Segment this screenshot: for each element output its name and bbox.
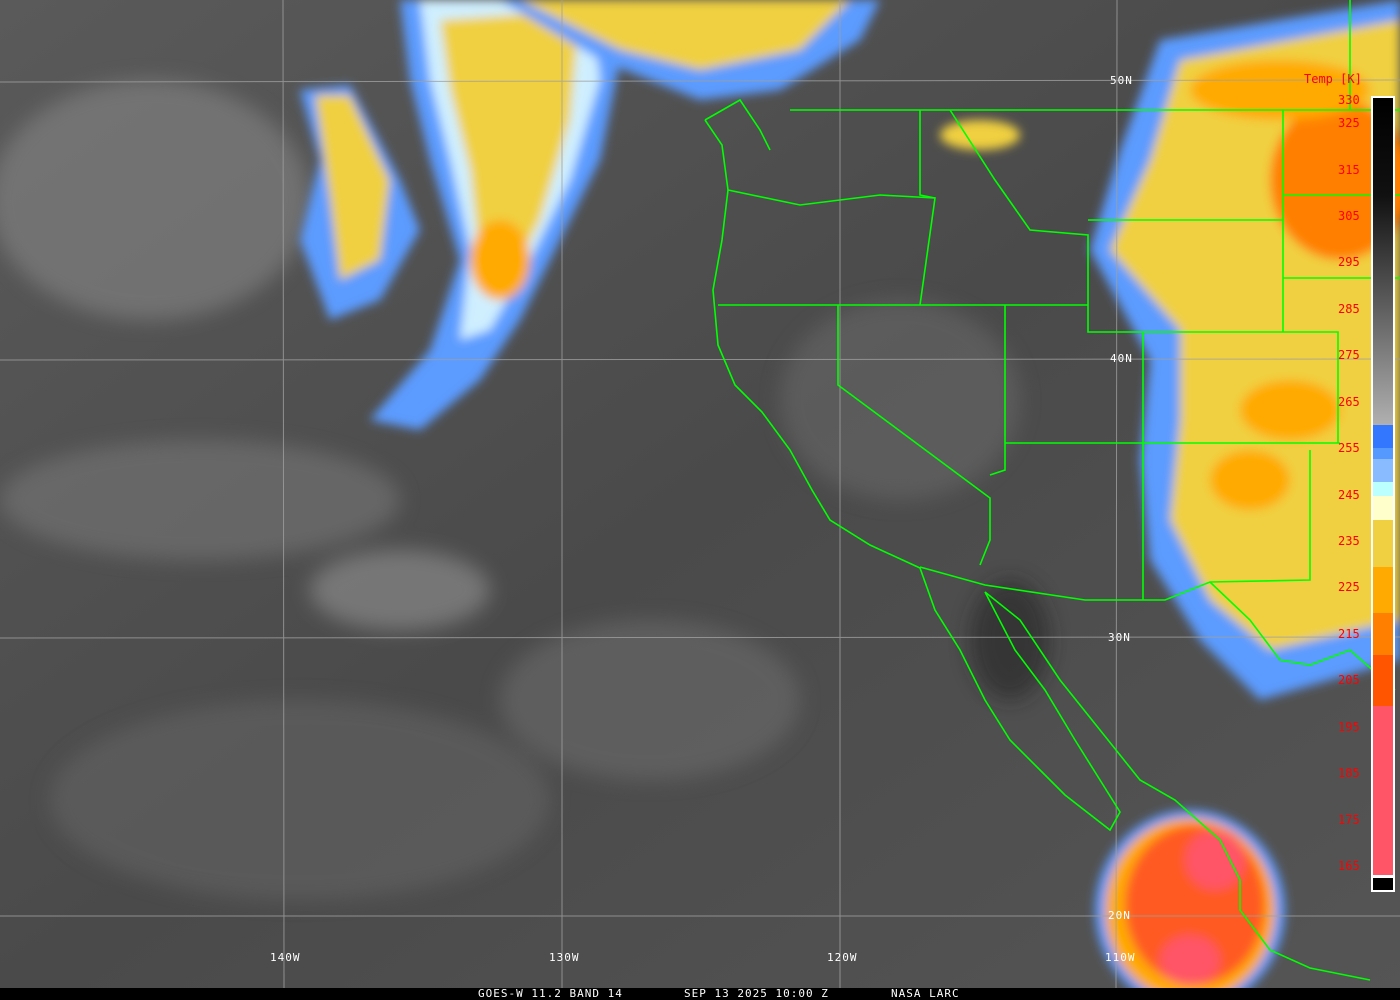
colorbar-tick-label: 285	[1338, 301, 1360, 316]
colorbar-tick-label: 255	[1338, 441, 1360, 456]
us-west-coastline	[704, 119, 1371, 981]
lon-label: 120W	[827, 951, 858, 964]
cloud-band-northwest	[300, 0, 880, 430]
footer-bar: GOES-W 11.2 BAND 14 SEP 13 2025 10:00 Z …	[0, 988, 1400, 1000]
colorbar-tick-label: 305	[1338, 209, 1360, 224]
lon-label: 110W	[1105, 951, 1136, 964]
lat-label: 30N	[1108, 631, 1131, 644]
colorbar-tick-label: 215	[1338, 626, 1360, 641]
colorbar-tick-label: 325	[1338, 116, 1360, 131]
timestamp-label: SEP 13 2025 10:00 Z	[684, 987, 829, 1000]
boundaries	[704, 0, 1400, 981]
colorbar-tick-label: 205	[1338, 673, 1360, 688]
colorbar-tick-label: 165	[1338, 859, 1360, 873]
colorbar-tick-label: 265	[1338, 394, 1360, 409]
colorbar-tick-label: 330	[1338, 93, 1360, 107]
colorbar-tick-label: 245	[1338, 487, 1360, 502]
colorbar-tick-label: 275	[1338, 348, 1360, 363]
colorbar-tick-label: 315	[1338, 162, 1360, 177]
colorbar-tick-label: 195	[1338, 719, 1360, 734]
colorbar-tick-label: 175	[1338, 812, 1360, 827]
lat-label: 50N	[1110, 74, 1133, 87]
lat-label: 40N	[1110, 352, 1133, 365]
lon-label: 140W	[270, 951, 301, 964]
lon-label: 130W	[549, 951, 580, 964]
lat-label: 20N	[1108, 909, 1131, 922]
satellite-band-label: GOES-W 11.2 BAND 14	[478, 987, 623, 1000]
source-label: NASA LARC	[891, 987, 960, 1000]
colorbar-tick-label: 185	[1338, 766, 1360, 781]
colorbar-tick-label: 235	[1338, 534, 1360, 549]
colorbar-tick-label: 295	[1338, 255, 1360, 270]
cloud-band-northeast	[940, 0, 1400, 700]
colorbar-tick-label: 225	[1338, 580, 1360, 595]
colorbar-title: Temp [K]	[1304, 72, 1362, 86]
